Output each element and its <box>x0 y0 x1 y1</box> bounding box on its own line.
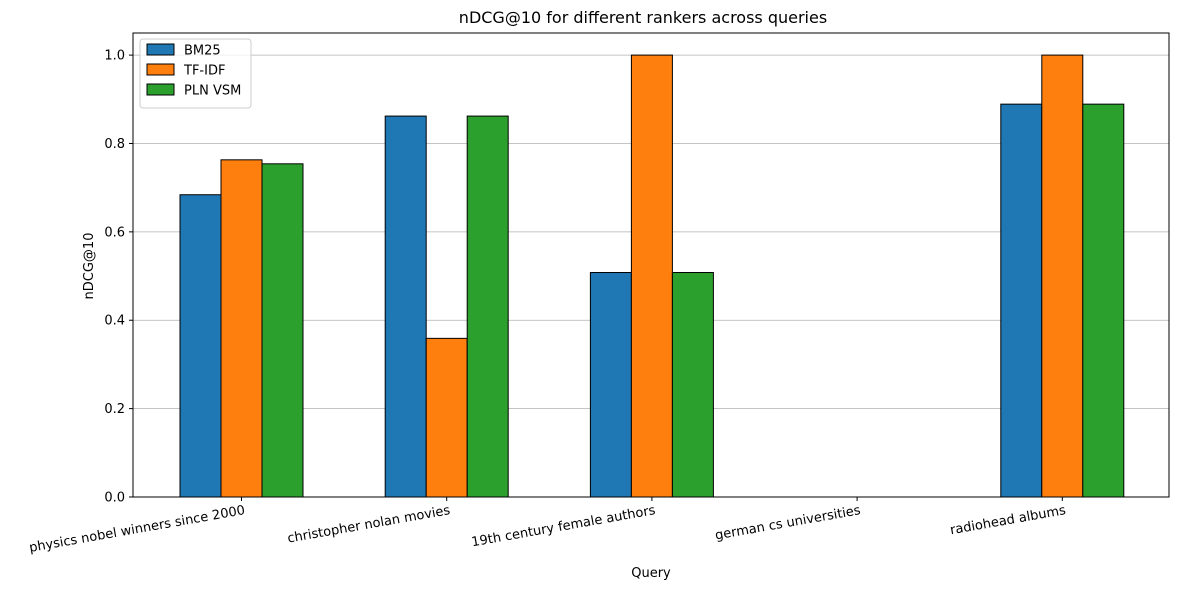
y-ticks: 0.0 0.2 0.4 0.6 0.8 1.0 <box>104 49 133 506</box>
x-axis-label: Query <box>631 566 671 581</box>
y-tick-label: 0.6 <box>104 225 125 240</box>
bar-pln-vsm-4 <box>1082 103 1125 498</box>
y-tick-label: 0.0 <box>104 491 125 506</box>
bars <box>179 54 1125 498</box>
legend: BM25 TF-IDF PLN VSM <box>139 38 252 109</box>
bar-bm25-2 <box>589 272 632 498</box>
bar-tf-idf-0 <box>220 159 263 498</box>
bar-pln-vsm-1 <box>466 115 509 498</box>
bar-pln-vsm-2 <box>671 272 714 498</box>
bar-tf-idf-4 <box>1041 54 1084 498</box>
legend-swatch <box>146 43 175 56</box>
y-tick-label: 0.2 <box>104 402 125 417</box>
legend-label: TF-IDF <box>183 64 225 79</box>
x-tick-label: christopher nolan movies <box>286 503 451 546</box>
chart-title: nDCG@10 for different rankers across que… <box>459 8 827 27</box>
y-tick-label: 0.8 <box>104 137 125 152</box>
bar-bm25-4 <box>1000 103 1043 498</box>
bar-tf-idf-1 <box>425 337 468 498</box>
x-tick-label: radiohead albums <box>949 503 1067 538</box>
bar-bm25-0 <box>179 194 222 498</box>
legend-swatch <box>146 63 175 76</box>
bar-pln-vsm-0 <box>261 163 304 498</box>
y-axis-label: nDCG@10 <box>82 233 97 300</box>
x-tick-label: physics nobel winners since 2000 <box>28 503 246 556</box>
x-tick-label: german cs universities <box>714 503 862 543</box>
bar-tf-idf-2 <box>630 54 673 498</box>
x-tick-label: 19th century female authors <box>470 503 656 550</box>
legend-label: PLN VSM <box>184 84 241 99</box>
x-ticks: physics nobel winners since 2000 christop… <box>28 497 1067 556</box>
y-tick-label: 1.0 <box>104 49 125 64</box>
axes <box>132 32 1170 498</box>
bar-bm25-1 <box>384 115 427 498</box>
legend-swatch <box>146 83 175 96</box>
plot-frame <box>132 32 1170 498</box>
legend-label: BM25 <box>184 44 221 59</box>
y-tick-label: 0.4 <box>104 314 125 329</box>
